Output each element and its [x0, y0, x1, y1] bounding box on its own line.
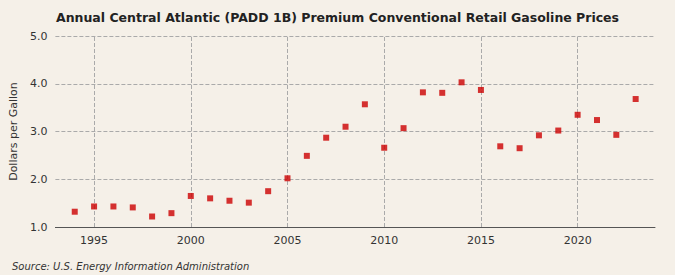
svg-text:1995: 1995 [80, 234, 108, 247]
svg-text:2005: 2005 [273, 234, 301, 247]
svg-text:5.0: 5.0 [30, 30, 48, 43]
svg-text:2015: 2015 [467, 234, 495, 247]
svg-text:1.0: 1.0 [30, 221, 48, 234]
svg-text:2020: 2020 [564, 234, 592, 247]
svg-text:3.0: 3.0 [30, 125, 48, 138]
svg-text:2010: 2010 [370, 234, 398, 247]
svg-text:2000: 2000 [177, 234, 205, 247]
svg-text:Source: U.S. Energy Informatio: Source: U.S. Energy Information Administ… [12, 261, 249, 272]
svg-text:2.0: 2.0 [30, 173, 48, 186]
svg-text:Annual Central Atlantic (PADD: Annual Central Atlantic (PADD 1B) Premiu… [56, 10, 619, 25]
svg-text:Dollars per Gallon: Dollars per Gallon [7, 82, 20, 181]
svg-text:4.0: 4.0 [30, 77, 48, 90]
